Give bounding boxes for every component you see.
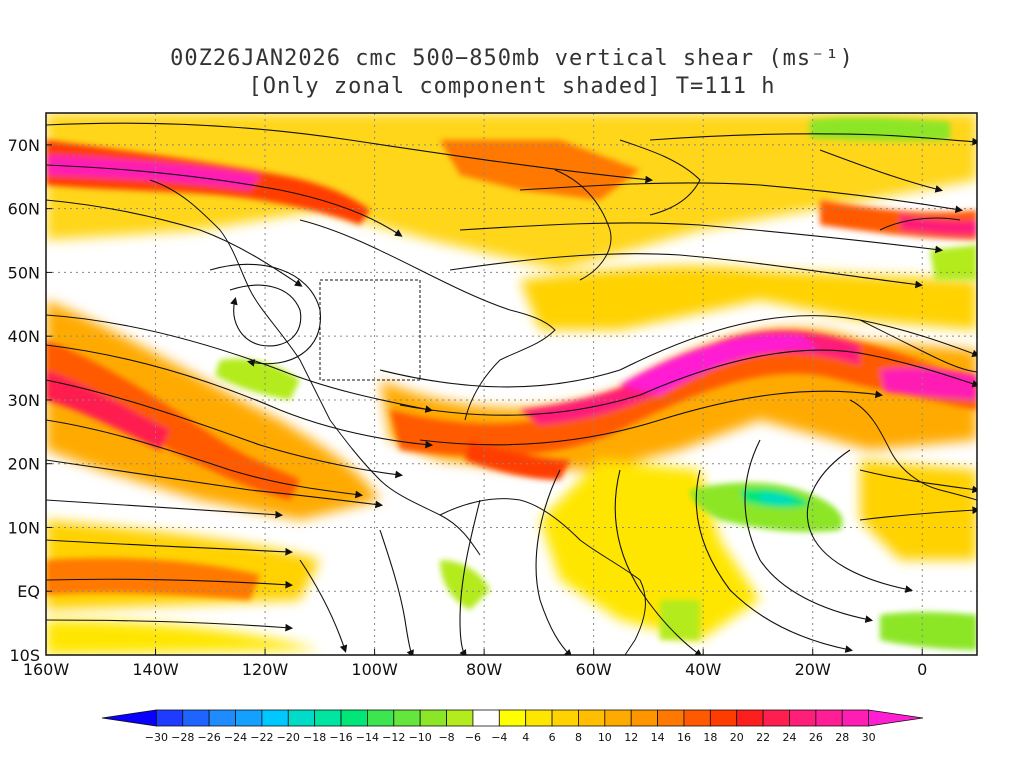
colorbar-label: 28 xyxy=(835,731,849,744)
colorbar-label: −10 xyxy=(409,731,432,744)
lon-tick-label: 80W xyxy=(466,660,502,679)
colorbar-label: −4 xyxy=(491,731,507,744)
colorbar-label: 12 xyxy=(624,731,638,744)
colorbar-label: 18 xyxy=(703,731,717,744)
colorbar-swatch xyxy=(393,709,421,727)
map-border xyxy=(45,112,978,656)
colorbar-label: −22 xyxy=(250,731,273,744)
colorbar-swatch xyxy=(630,709,658,727)
colorbar-swatch xyxy=(472,709,500,727)
colorbar-swatch xyxy=(208,709,236,727)
lon-tick-label: 160W xyxy=(23,660,70,679)
colorbar-swatch xyxy=(815,709,843,727)
shear-shading xyxy=(46,113,977,655)
longitude-axis: 160W 140W 120W 100W 80W 60W 40W 20W 0 xyxy=(23,649,927,679)
colorbar-label: −20 xyxy=(277,731,300,744)
colorbar-swatch xyxy=(578,709,606,727)
coastlines xyxy=(149,139,977,655)
latitude-axis: 70N 60N 50N 40N 30N 20N 10N EQ 10S xyxy=(8,136,52,665)
colorbar-swatch xyxy=(235,709,263,727)
colorbar-label: −26 xyxy=(198,731,221,744)
colorbar-label: 6 xyxy=(549,731,556,744)
map-title-line2: [Only zonal component shaded] T=111 h xyxy=(248,74,776,99)
colorbar-swatch xyxy=(604,709,632,727)
colorbar-swatch xyxy=(287,709,316,727)
lon-tick-label: 20W xyxy=(795,660,831,679)
lat-tick-label: EQ xyxy=(17,582,40,601)
colorbar-swatch xyxy=(683,709,711,727)
colorbar-swatch xyxy=(446,709,474,727)
lat-tick-label: 20N xyxy=(8,455,40,474)
colorbar-label: 30 xyxy=(862,731,876,744)
colorbar-swatch xyxy=(340,709,368,727)
colorbar: −30 −28 −26 −24 −22 −20 −18 −16 −14 −12 −10 −8 −6 −4 4… xyxy=(101,709,924,744)
colorbar-swatch xyxy=(657,709,685,727)
colorbar-label: 8 xyxy=(575,731,582,744)
map-title-line1: 00Z26JAN2026 cmc 500−850mb vertical shea… xyxy=(170,46,854,71)
colorbar-label: 26 xyxy=(809,731,823,744)
colorbar-label: −16 xyxy=(329,731,352,744)
colorbar-swatch xyxy=(525,709,553,727)
colorbar-label: −14 xyxy=(356,731,379,744)
colorbar-swatch xyxy=(498,709,527,727)
colorbar-label: 10 xyxy=(598,731,612,744)
colorbar-swatch xyxy=(736,709,764,727)
colorbar-label: 22 xyxy=(756,731,770,744)
lat-tick-label: 70N xyxy=(8,136,40,155)
lat-tick-label: 10S xyxy=(9,646,40,665)
lon-tick-label: 140W xyxy=(132,660,179,679)
colorbar-swatch xyxy=(841,709,870,727)
colorbar-label: 20 xyxy=(730,731,744,744)
colorbar-label: −18 xyxy=(303,731,326,744)
lon-tick-label: 100W xyxy=(351,660,398,679)
colorbar-swatch xyxy=(762,709,790,727)
lon-tick-label: 120W xyxy=(242,660,289,679)
lat-tick-label: 50N xyxy=(8,263,40,282)
colorbar-swatch xyxy=(789,709,817,727)
colorbar-label: −28 xyxy=(171,731,194,744)
colorbar-label: 24 xyxy=(782,731,796,744)
colorbar-swatch xyxy=(182,709,210,727)
colorbar-swatch xyxy=(551,709,579,727)
lon-tick-label: 60W xyxy=(576,660,612,679)
colorbar-swatch xyxy=(367,709,395,727)
lon-tick-label: 0 xyxy=(917,660,927,679)
colorbar-label: −8 xyxy=(438,731,454,744)
colorbar-swatch xyxy=(419,709,447,727)
lat-tick-label: 60N xyxy=(8,200,40,219)
colorbar-label: 4 xyxy=(522,731,529,744)
colorbar-label: 14 xyxy=(651,731,665,744)
lat-tick-label: 10N xyxy=(8,518,40,537)
colorbar-label: −6 xyxy=(465,731,481,744)
colorbar-swatch xyxy=(155,709,184,727)
lat-tick-label: 30N xyxy=(8,391,40,410)
colorbar-swatch xyxy=(868,709,924,727)
colorbar-swatch xyxy=(261,709,289,727)
colorbar-label: −30 xyxy=(145,731,168,744)
lat-lon-grid xyxy=(46,113,977,655)
lon-tick-label: 40W xyxy=(685,660,721,679)
colorbar-label: −24 xyxy=(224,731,247,744)
wind-streamlines xyxy=(46,122,977,655)
colorbar-label: −12 xyxy=(382,731,405,744)
lat-tick-label: 40N xyxy=(8,327,40,346)
colorbar-swatch xyxy=(101,709,157,727)
colorbar-swatch xyxy=(314,709,342,727)
colorbar-label: 16 xyxy=(677,731,691,744)
colorbar-swatch xyxy=(709,709,738,727)
